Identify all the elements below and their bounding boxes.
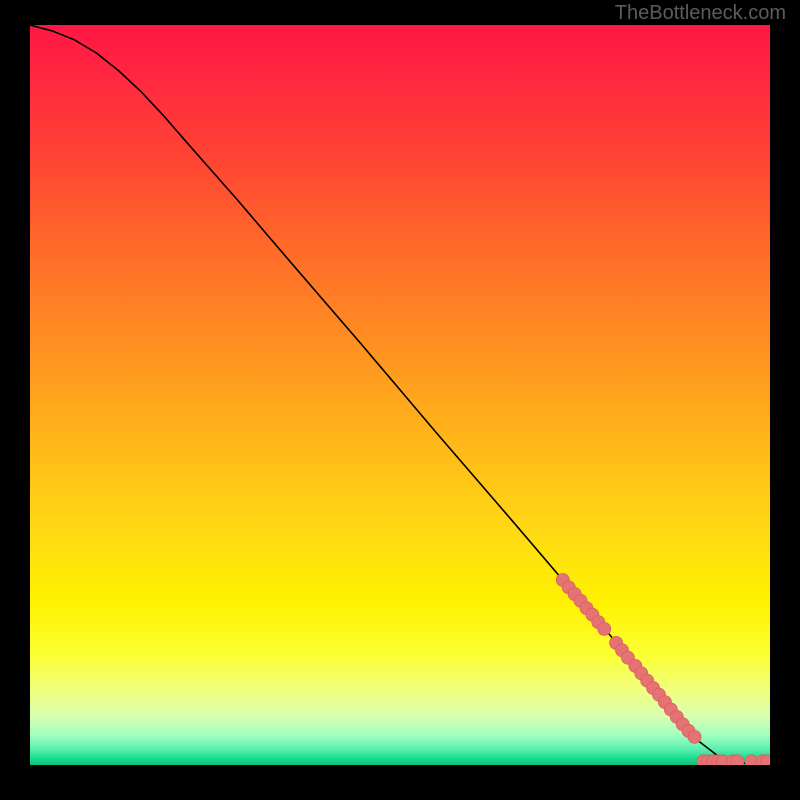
chart-plot-area (30, 25, 770, 765)
chart-svg (30, 25, 770, 765)
scatter-marker (688, 730, 701, 743)
scatter-marker (598, 622, 611, 635)
watermark-text: TheBottleneck.com (615, 2, 786, 25)
gradient-background (30, 25, 770, 765)
scatter-marker (731, 755, 744, 765)
